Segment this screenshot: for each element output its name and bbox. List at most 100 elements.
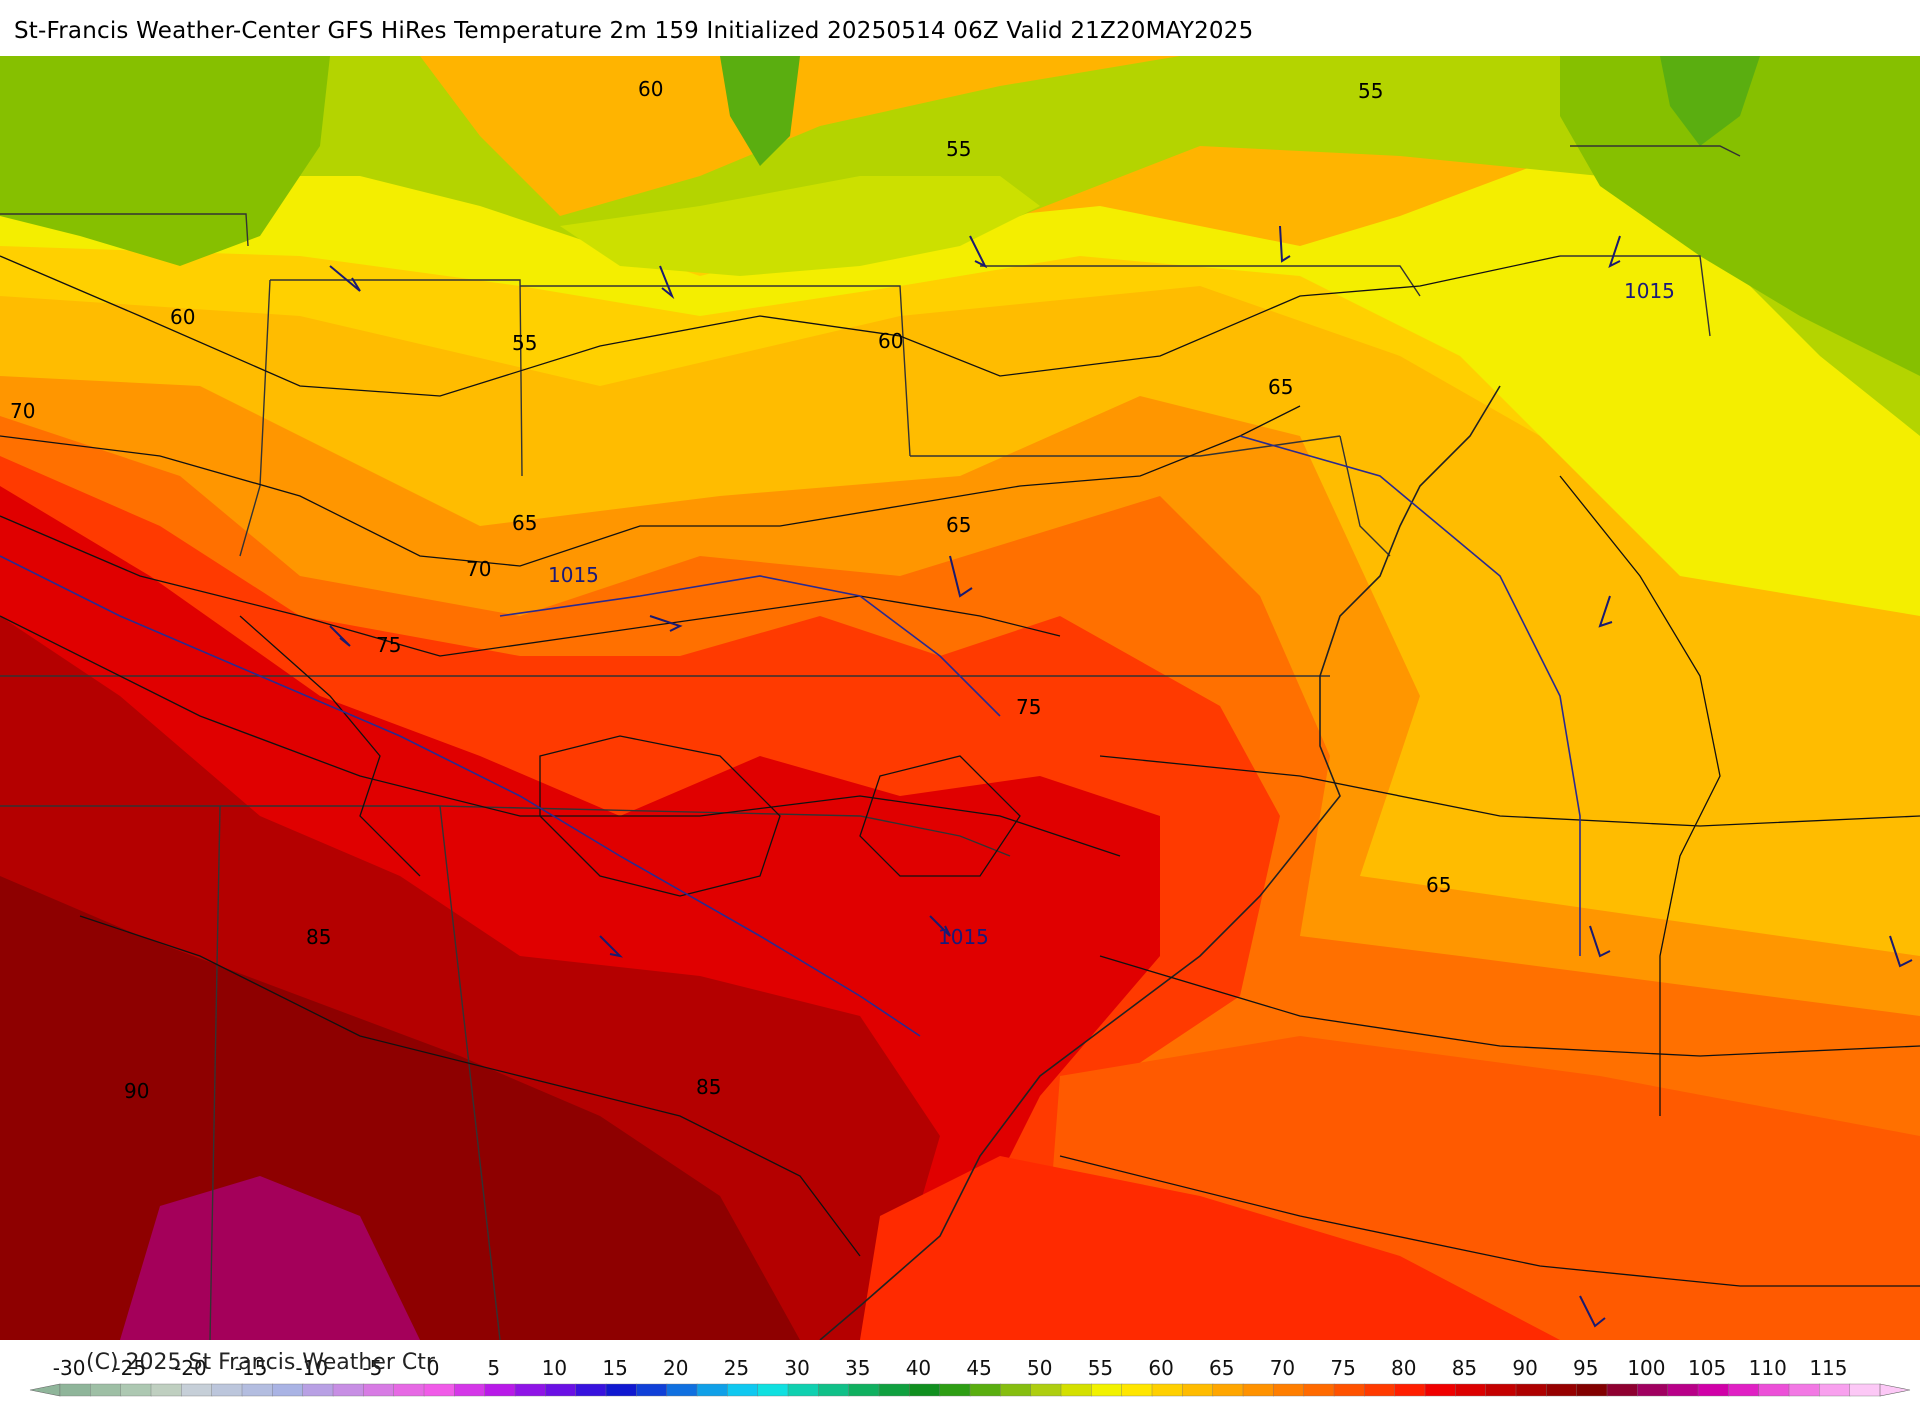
colorbar-tick-label: -10: [295, 1356, 328, 1380]
colorbar-swatch: [211, 1383, 243, 1397]
ocean-hot-zone: [860, 1156, 1560, 1340]
colorbar-swatch: [575, 1383, 607, 1397]
contour-label: 70: [10, 399, 35, 423]
colorbar-swatch: [150, 1383, 183, 1397]
colorbar-swatch: [757, 1383, 789, 1397]
colorbar-swatch: [1606, 1383, 1639, 1397]
colorbar-swatch: [181, 1383, 213, 1397]
coastline: [819, 385, 1501, 1340]
colorbar-swatch: [1637, 1383, 1669, 1397]
colorbar-swatch: [878, 1383, 911, 1397]
colorbar-tick-label: 0: [427, 1356, 440, 1380]
contour-label: 75: [376, 633, 401, 657]
temp-zone-45-ne: [1560, 56, 1920, 376]
map-title: St-Francis Weather-Center GFS HiRes Temp…: [14, 18, 1254, 44]
colorbar-swatch: [696, 1383, 729, 1397]
colorbar-tick-label: 60: [1148, 1356, 1173, 1380]
colorbar-swatch: [514, 1383, 547, 1397]
contour-label: 55: [946, 137, 971, 161]
colorbar-swatch: [332, 1383, 365, 1397]
colorbar-tick-label: 65: [1209, 1356, 1234, 1380]
contour-label: 70: [466, 557, 491, 581]
colorbar-swatch: [1000, 1383, 1032, 1397]
colorbar-swatch: [666, 1383, 698, 1397]
temperature-map: 60 55 55 60 55 60 65 70 65 70 65 75 75 8…: [0, 56, 1920, 1340]
colorbar-swatch: [1394, 1383, 1426, 1397]
colorbar-tick-label: 55: [1088, 1356, 1113, 1380]
colorbar-swatch: [302, 1383, 334, 1397]
colorbar-tick-label: 100: [1627, 1356, 1665, 1380]
wind-barbs: [329, 225, 1913, 1328]
colorbar-tick-label: 35: [845, 1356, 870, 1380]
contour-label: 65: [946, 513, 971, 537]
colorbar-swatch: [59, 1383, 92, 1397]
isobar-label: 1015: [548, 563, 599, 587]
colorbar-tick-label: 110: [1749, 1356, 1787, 1380]
colorbar-swatch: [272, 1383, 304, 1397]
colorbar-swatch: [1546, 1383, 1578, 1397]
colorbar-left-arrow: [29, 1383, 61, 1397]
colorbar-swatch: [1728, 1383, 1760, 1397]
contour-label: 90: [124, 1079, 149, 1103]
temp-zone-100: [120, 1176, 420, 1340]
isobar-label: 1015: [1624, 279, 1675, 303]
colorbar-tick-label: 75: [1330, 1356, 1355, 1380]
colorbar-tick-label: 90: [1512, 1356, 1537, 1380]
isobars: [0, 435, 1581, 1037]
colorbar-swatch: [1364, 1383, 1396, 1397]
temp-zone-55-yellow: [0, 116, 1920, 616]
colorbar-tick-label: 95: [1573, 1356, 1598, 1380]
colorbar-swatch: [120, 1383, 152, 1397]
colorbar-canvas: -30 -25 -20 -15 -10 -5 0 5 10 15 20 25 30 35 40 45 50 55 6…: [29, 1356, 1911, 1397]
colorbar-swatch: [393, 1383, 425, 1397]
colorbar-tick-label: -5: [362, 1356, 382, 1380]
colorbar-swatch: [1212, 1383, 1244, 1397]
colorbar-swatch: [1455, 1383, 1487, 1397]
colorbar-swatch: [1485, 1383, 1517, 1397]
colorbar-swatch: [1121, 1383, 1153, 1397]
contour-label: 85: [696, 1075, 721, 1099]
colorbar-tick-label: 5: [487, 1356, 500, 1380]
colorbar-swatch: [848, 1383, 880, 1397]
temp-zone-50-green: [0, 56, 1920, 436]
colorbar-tick-label: 50: [1027, 1356, 1052, 1380]
colorbar-swatch: [605, 1383, 638, 1397]
contour-label: 60: [170, 305, 195, 329]
colorbar-tick-label: 80: [1391, 1356, 1416, 1380]
colorbar-tick-label: 40: [906, 1356, 931, 1380]
isobar-labels: 1015 1015 1015: [548, 279, 1675, 949]
colorbar-swatch: [423, 1383, 456, 1397]
colorbar-swatch: [484, 1383, 516, 1397]
colorbar-swatch: [1788, 1383, 1821, 1397]
colorbar-tick-label: 10: [542, 1356, 567, 1380]
colorbar-swatch: [241, 1383, 274, 1397]
lake-cool-zone: [560, 176, 1040, 276]
colorbar-swatch: [939, 1383, 971, 1397]
colorbar-tick-label: 115: [1809, 1356, 1847, 1380]
contour-label: 65: [1426, 873, 1451, 897]
colorbar-swatch: [1697, 1383, 1730, 1397]
contour-label: 65: [512, 511, 537, 535]
temp-contours: [0, 255, 1920, 1287]
temperature-colorbar: -30 -25 -20 -15 -10 -5 0 5 10 15 20 25 30 35 40 45 50 55 6…: [0, 1340, 1920, 1400]
contour-label: 60: [878, 329, 903, 353]
colorbar-swatch: [545, 1383, 577, 1397]
colorbar-swatch: [1576, 1383, 1608, 1397]
colorbar-swatch: [1091, 1383, 1123, 1397]
contour-label: 85: [306, 925, 331, 949]
colorbar-swatch: [1303, 1383, 1335, 1397]
colorbar-right-arrow: [1879, 1383, 1911, 1397]
colorbar-tick-label: 20: [663, 1356, 688, 1380]
colorbar-tick-label: 30: [784, 1356, 809, 1380]
colorbar-tick-label: -25: [113, 1356, 146, 1380]
contour-label: 55: [1358, 79, 1383, 103]
colorbar-tick-label: 25: [724, 1356, 749, 1380]
colorbar-swatch: [454, 1383, 486, 1397]
colorbar-swatch: [1273, 1383, 1305, 1397]
colorbar-tick-label: 105: [1688, 1356, 1726, 1380]
colorbar-tick-label: -15: [235, 1356, 268, 1380]
colorbar-swatch: [1758, 1383, 1790, 1397]
colorbar-swatch: [1151, 1383, 1184, 1397]
colorbar-tick-label: -20: [174, 1356, 207, 1380]
colorbar-swatch: [1333, 1383, 1366, 1397]
